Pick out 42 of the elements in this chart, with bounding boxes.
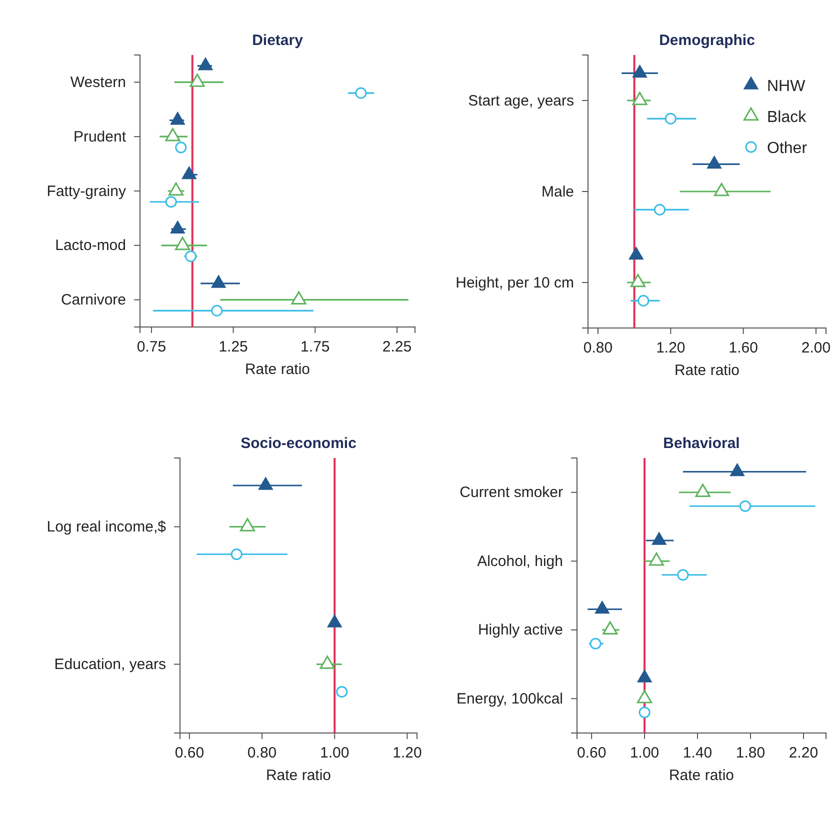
x-axis-title: Rate ratio [674,362,740,379]
y-tick-label: Carnivore [60,292,126,309]
chart-title: Behavioral [663,435,740,452]
x-tick-label: 1.60 [728,340,758,357]
legend-label: NHW [767,78,806,95]
y-tick-label: Highly active [478,622,563,639]
x-tick-label: 0.60 [576,744,606,762]
x-tick-label: 1.20 [392,744,422,762]
y-tick-label: Fatty-grainy [46,182,126,200]
x-tick-label: 0.80 [247,744,277,762]
x-tick-label: 1.25 [218,338,248,356]
x-tick-label: 1.00 [630,744,660,762]
y-tick-label: Start age, years [468,92,574,110]
y-tick-label: Energy, 100kcal [456,690,563,708]
x-axis-title: Rate ratio [244,361,310,378]
x-tick-label: 2.25 [382,338,412,356]
x-tick-label: 1.20 [656,340,686,357]
x-tick-label: 1.80 [736,744,766,762]
x-tick-label: 0.75 [136,338,166,356]
legend-label: Black [767,109,808,126]
x-tick-label: 2.00 [801,340,831,357]
y-tick-label: Male [541,183,574,200]
chart-title: Dietary [252,32,304,49]
y-tick-label: Western [70,74,126,91]
x-axis-title: Rate ratio [668,767,734,784]
chart-title: Socio-economic [240,435,356,452]
x-tick-label: 0.80 [583,340,613,357]
y-tick-label: Education, years [54,656,166,674]
y-tick-label: Current smoker [460,484,564,502]
y-tick-label: Height, per 10 cm [456,274,574,292]
y-tick-label: Log real income,$ [46,518,167,536]
y-tick-label: Lacto-mod [55,237,126,254]
x-tick-label: 2.20 [788,744,818,762]
x-axis-title: Rate ratio [266,767,332,784]
chart-title: Demographic [659,32,755,49]
y-tick-label: Alcohol, high [477,552,563,570]
x-tick-label: 1.40 [682,744,712,762]
x-tick-label: 1.00 [320,744,350,762]
y-tick-label: Prudent [73,128,127,146]
x-tick-label: 0.60 [174,744,204,762]
legend-label: Other [767,140,808,157]
x-tick-label: 1.75 [300,338,330,356]
